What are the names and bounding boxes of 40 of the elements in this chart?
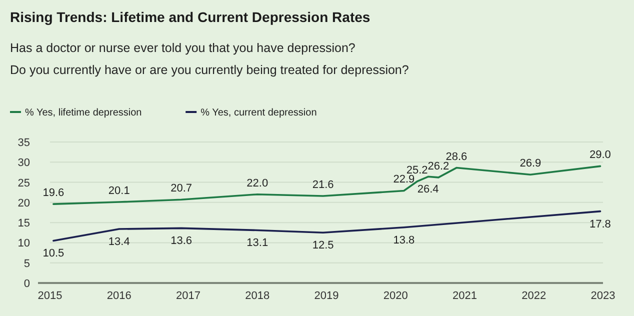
x-tick-label: 2022 [522, 290, 546, 302]
chart-title: Rising Trends: Lifetime and Current Depression Rates [10, 9, 370, 25]
data-label: 26.2 [428, 160, 450, 172]
y-tick-label: 25 [18, 177, 30, 190]
y-tick-label: 30 [18, 157, 30, 170]
data-label: 20.1 [108, 185, 130, 198]
data-label: 28.6 [446, 150, 468, 163]
y-tick-label: 20 [18, 197, 30, 210]
data-label: 21.6 [312, 178, 334, 191]
x-tick-label: 2018 [245, 290, 270, 302]
data-label: 13.1 [246, 237, 268, 250]
legend-label: % Yes, lifetime depression [25, 108, 142, 118]
x-tick-label: 2017 [176, 290, 200, 302]
x-tick-label: 2015 [38, 290, 62, 302]
legend-label: % Yes, current depression [200, 108, 317, 118]
data-label: 22.9 [393, 174, 415, 186]
x-tick-label: 2020 [383, 290, 408, 302]
data-label: 22.0 [246, 177, 268, 190]
y-tick-label: 15 [18, 218, 30, 230]
y-tick-label: 35 [18, 137, 30, 149]
chart-subtitle: Has a doctor or nurse ever told you that you have depression? Do you currently have or are you currently being treated for depression? [10, 41, 409, 77]
data-label: 26.9 [520, 158, 542, 170]
x-tick-label: 2021 [452, 290, 477, 302]
data-label: 13.4 [108, 236, 130, 248]
data-label: 17.8 [590, 218, 611, 230]
data-label: 12.5 [312, 240, 334, 252]
x-tick-label: 2023 [590, 290, 616, 302]
data-label: 10.5 [42, 248, 64, 260]
data-label: 20.7 [170, 182, 192, 195]
y-tick-label: 10 [18, 238, 30, 250]
data-label: 29.0 [590, 149, 611, 162]
y-tick-label: 0 [24, 278, 30, 290]
x-tick-label: 2016 [106, 290, 132, 302]
x-tick-label: 2019 [314, 290, 339, 302]
data-label: 13.8 [393, 234, 415, 246]
data-label: 13.6 [170, 235, 192, 248]
data-label: 26.4 [417, 184, 439, 196]
data-label: 19.6 [42, 187, 64, 200]
data-label: 25.2 [406, 164, 428, 176]
y-tick-label: 5 [24, 258, 30, 270]
